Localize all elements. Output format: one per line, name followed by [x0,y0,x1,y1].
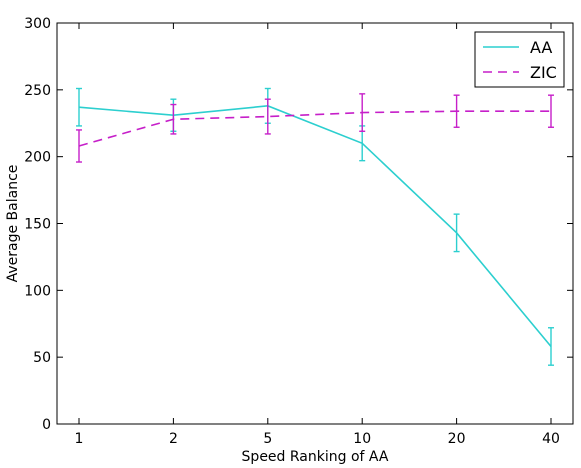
x-axis-label: Speed Ranking of AA [242,449,389,465]
x-axis: 1 2 5 10 20 40 [75,23,560,447]
series-line-zic [78,110,551,147]
y-tick-label: 250 [24,83,51,99]
legend-box [474,31,565,88]
y-axis-label: Average Balance [5,165,21,283]
y-tick-label: 100 [24,283,51,299]
y-tick-label: 300 [24,16,51,32]
legend-label-aa: AA [530,38,552,57]
x-tick-label: 2 [169,431,178,447]
series-line-aa [78,105,552,347]
x-tick-label: 20 [448,431,466,447]
y-tick-label: 0 [42,417,51,433]
legend-label-zic: ZIC [530,63,557,82]
y-tick-label: 150 [24,217,51,233]
x-tick-label: 5 [263,431,272,447]
x-tick-label: 40 [542,431,560,447]
x-tick-label: 10 [353,431,371,447]
y-axis: 0 50 100 150 200 250 300 [24,16,573,433]
chart-marks [76,87,554,366]
legend: AA ZIC [474,31,565,88]
x-tick-label: 1 [75,431,84,447]
y-tick-label: 50 [33,350,51,366]
y-tick-label: 200 [24,150,51,166]
